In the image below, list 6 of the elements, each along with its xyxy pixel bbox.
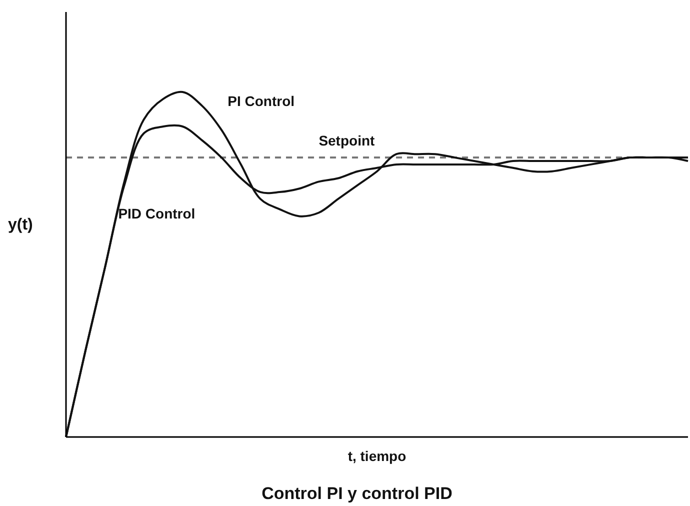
y-axis-title: y(t) — [8, 216, 33, 234]
ref-line-label: Setpoint — [318, 132, 376, 149]
text: Control PI y control PID — [262, 484, 452, 503]
series-label: PID Control — [118, 206, 196, 222]
x-axis-title: t, tiempo — [348, 448, 406, 464]
series-label: PI Control — [228, 93, 295, 109]
